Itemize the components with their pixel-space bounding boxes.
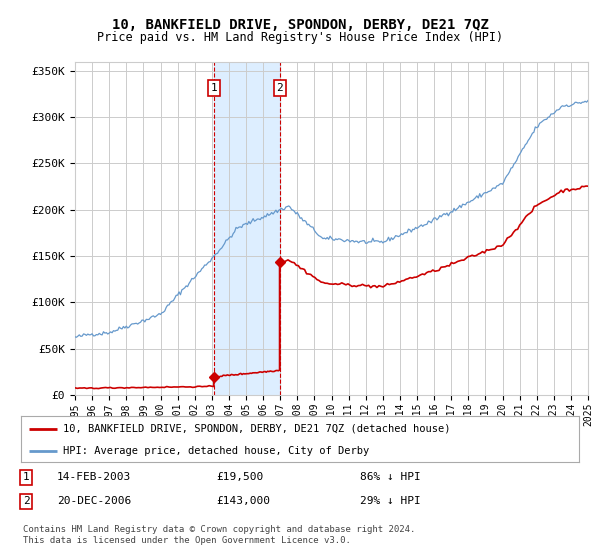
Text: 86% ↓ HPI: 86% ↓ HPI: [360, 472, 421, 482]
Text: 10, BANKFIELD DRIVE, SPONDON, DERBY, DE21 7QZ: 10, BANKFIELD DRIVE, SPONDON, DERBY, DE2…: [112, 18, 488, 32]
Bar: [214, 62, 280, 395]
Text: 1: 1: [23, 472, 29, 482]
Text: 2: 2: [277, 83, 283, 94]
Text: 10, BANKFIELD DRIVE, SPONDON, DERBY, DE21 7QZ (detached house): 10, BANKFIELD DRIVE, SPONDON, DERBY, DE2…: [63, 424, 451, 434]
Text: £19,500: £19,500: [216, 472, 263, 482]
Text: 2: 2: [23, 496, 29, 506]
Text: 20-DEC-2006: 20-DEC-2006: [57, 496, 131, 506]
Text: 29% ↓ HPI: 29% ↓ HPI: [360, 496, 421, 506]
Text: Price paid vs. HM Land Registry's House Price Index (HPI): Price paid vs. HM Land Registry's House …: [97, 31, 503, 44]
Text: HPI: Average price, detached house, City of Derby: HPI: Average price, detached house, City…: [63, 446, 369, 455]
Text: Contains HM Land Registry data © Crown copyright and database right 2024.
This d: Contains HM Land Registry data © Crown c…: [23, 525, 415, 545]
Text: £143,000: £143,000: [216, 496, 270, 506]
Text: 14-FEB-2003: 14-FEB-2003: [57, 472, 131, 482]
Text: 1: 1: [211, 83, 217, 94]
